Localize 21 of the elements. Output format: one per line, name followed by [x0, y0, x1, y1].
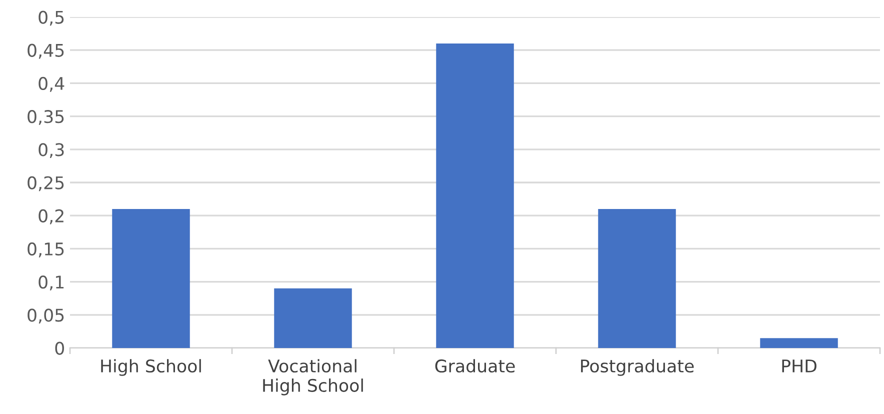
y-tick-label: 0,1 [38, 276, 64, 290]
x-tick-label: Graduate [435, 359, 515, 373]
x-tick-label: Vocational High School [263, 359, 363, 396]
bar [112, 208, 190, 348]
bar [760, 338, 838, 348]
x-tick-label: PHD [782, 360, 816, 372]
y-tick-label: 0,05 [28, 308, 64, 324]
x-tick-label: High School [101, 359, 201, 376]
y-tick-label: 0,15 [28, 242, 64, 258]
bar [436, 43, 514, 348]
y-tick-label: 0,45 [28, 44, 64, 59]
y-tick-label: 0,5 [38, 10, 64, 26]
y-tick-label: 0,35 [28, 110, 64, 125]
y-tick-label: 0,2 [38, 209, 64, 224]
y-tick-label: 0,4 [38, 76, 64, 92]
y-tick-label: 0,25 [28, 176, 64, 192]
bar [598, 208, 676, 348]
y-tick-label: 0,3 [38, 143, 64, 158]
x-tick-label: Postgraduate [581, 359, 694, 376]
bar [274, 288, 352, 348]
y-tick-label: 0 [55, 342, 64, 355]
